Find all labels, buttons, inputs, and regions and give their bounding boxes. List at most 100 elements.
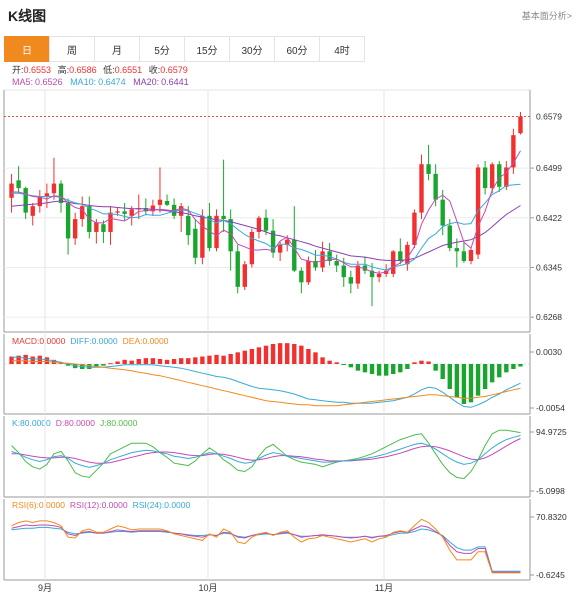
candle-body [292, 239, 297, 271]
kdj-legend: K:80.0000 D:80.0000 J:80.0000 [12, 418, 138, 428]
ma5-value: 0.6526 [35, 77, 63, 87]
candle-body [412, 212, 417, 245]
macd-bar [398, 364, 403, 373]
kdj-legend-item: D:80.0000 [56, 418, 95, 428]
macd-tick-label: -0.0054 [536, 403, 565, 413]
macd-bar [108, 363, 113, 365]
kdj-k-line [11, 435, 521, 468]
macd-bar [426, 361, 431, 364]
open-value: 0.6553 [24, 65, 52, 75]
last-price-label: 0.6579 [536, 111, 562, 121]
candle-body [334, 261, 339, 266]
macd-bar [235, 352, 240, 364]
macd-legend-item: DIFF:0.0000 [70, 336, 118, 346]
candle-body [518, 116, 523, 134]
rsi-panel: RSI(6):0.0000 RSI(12):0.0000 RSI(24):0.000… [3, 499, 567, 581]
rsi-tick-label: -0.6245 [536, 570, 565, 580]
macd-bar [221, 355, 226, 364]
macd-bar [136, 359, 141, 364]
ma20-label: MA20: [133, 77, 159, 87]
macd-bar [16, 355, 21, 364]
macd-bar [454, 364, 460, 398]
kdj-tick-label: -5.0998 [536, 486, 565, 496]
macd-bar [313, 352, 318, 364]
macd-legend: MACD:0.0000 DIFF:0.0000 DEA:0.0000 [12, 336, 169, 346]
price-panel: 0.6268 0.6345 0.6422 0.6499 0.6579 [3, 89, 562, 333]
close-value: 0.6579 [160, 65, 188, 75]
macd-tick-label: 0.0030 [536, 347, 562, 357]
candle-body [299, 270, 304, 283]
candle-body [362, 265, 368, 271]
macd-bar [94, 364, 99, 368]
candle-body [94, 222, 99, 232]
candle-body [270, 230, 276, 253]
macd-bar [391, 364, 396, 374]
rsi12-line [11, 524, 521, 573]
macd-bar [405, 364, 410, 369]
svg-text:MA5:0.6526 MA10:0.6474: MA5: 0.6526 MA10: 0.6474 MA20: 0.6441 [12, 77, 189, 87]
rsi6-line [11, 518, 521, 574]
macd-bar [334, 362, 339, 364]
ma10-line [11, 183, 521, 271]
macd-bar [263, 345, 269, 364]
macd-bar [256, 347, 262, 364]
fundamental-analysis-link[interactable]: 基本面分析> [521, 11, 572, 21]
price-tick-label: 0.6422 [536, 213, 562, 223]
macd-bar [143, 358, 149, 364]
candle-body [398, 251, 403, 262]
candle-body [285, 239, 290, 245]
macd-bar [65, 364, 71, 366]
tab-5min[interactable]: 5分 [139, 36, 185, 62]
candle-body [355, 265, 361, 284]
candle-body [482, 167, 488, 189]
macd-bar [433, 364, 438, 371]
macd-bar [355, 364, 361, 371]
rsi-legend: RSI(6):0.0000 RSI(12):0.0000 RSI(24):0.000… [12, 500, 190, 510]
candle-body [23, 188, 28, 213]
macd-bar [270, 344, 276, 364]
macd-bar [504, 364, 509, 373]
macd-bar [440, 364, 445, 379]
candle-body [511, 135, 516, 168]
rsi-tick-label: 70.8320 [536, 512, 567, 522]
candle-body [108, 212, 113, 232]
x-label-sep: 9月 [38, 583, 52, 593]
tab-month[interactable]: 月 [94, 36, 140, 62]
candle-body [454, 248, 460, 252]
price-tick-label: 0.6499 [536, 163, 562, 173]
macd-bar [511, 364, 516, 369]
tab-15min[interactable]: 15分 [184, 36, 230, 62]
candle-body [242, 264, 247, 287]
candle-body [405, 244, 410, 265]
macd-bar [299, 345, 304, 364]
macd-bar [376, 364, 382, 376]
macd-bar [23, 354, 28, 364]
macd-bar [461, 364, 467, 404]
low-value: 0.6551 [115, 65, 143, 75]
macd-bar [292, 344, 297, 364]
candle-body [277, 244, 283, 253]
macd-bar [150, 358, 156, 364]
candle-body [51, 183, 57, 194]
candle-body [200, 215, 205, 258]
macd-bar [362, 364, 368, 373]
macd-bar [497, 364, 502, 378]
rsi-legend-item: RSI(6):0.0000 [12, 500, 65, 510]
candle-body [228, 219, 233, 252]
x-axis: 9月 10月 11月 [38, 583, 393, 593]
candle-body [80, 206, 85, 220]
candle-body [369, 270, 375, 278]
candle-body [235, 251, 240, 287]
candle-body [157, 199, 163, 205]
candle-body [263, 217, 269, 231]
macd-bar [277, 343, 283, 364]
candle-body [391, 251, 396, 274]
open-label: 开: [12, 65, 24, 75]
macd-bar [37, 355, 42, 364]
ma5-label: MA5: [12, 77, 33, 87]
macd-bar [200, 356, 205, 364]
macd-bar [242, 350, 247, 364]
tab-4hour[interactable]: 4时 [319, 36, 365, 62]
kdj-j-line [11, 429, 521, 480]
